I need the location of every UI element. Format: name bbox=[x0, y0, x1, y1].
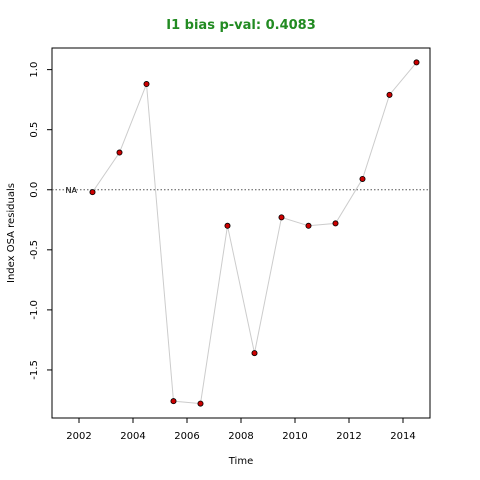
data-point-12 bbox=[413, 59, 420, 66]
data-point-5 bbox=[224, 222, 231, 229]
y-tick-label-4: 0.5 bbox=[29, 122, 40, 138]
data-point-3 bbox=[170, 398, 177, 405]
y-tick-label-5: 1.0 bbox=[29, 62, 40, 78]
y-tick-label-1: -1.0 bbox=[29, 300, 40, 320]
data-point-9 bbox=[332, 220, 339, 227]
y-tick-label-3: 0.0 bbox=[29, 182, 40, 198]
x-tick-label-0: 2002 bbox=[66, 431, 91, 442]
x-tick-label-6: 2014 bbox=[390, 431, 415, 442]
data-point-4 bbox=[197, 400, 204, 407]
x-axis-label: Time bbox=[228, 456, 253, 467]
x-tick-label-5: 2012 bbox=[336, 431, 361, 442]
x-tick-label-4: 2010 bbox=[282, 431, 307, 442]
y-tick-label-0: -1.5 bbox=[29, 360, 40, 380]
y-axis-label: Index OSA residuals bbox=[6, 183, 17, 283]
data-point-10 bbox=[359, 175, 366, 182]
chart-title: I1 bias p-val: 0.4083 bbox=[166, 18, 316, 33]
data-point-8 bbox=[305, 222, 312, 229]
data-point-6 bbox=[251, 350, 258, 357]
data-point-11 bbox=[386, 91, 393, 98]
x-tick-label-2: 2006 bbox=[174, 431, 199, 442]
x-tick-label-3: 2008 bbox=[228, 431, 253, 442]
na-annotation: NA bbox=[66, 186, 78, 195]
y-tick-label-2: -0.5 bbox=[29, 240, 40, 260]
data-point-2 bbox=[143, 81, 150, 88]
data-point-0 bbox=[89, 189, 96, 196]
data-point-7 bbox=[278, 214, 285, 221]
data-point-1 bbox=[116, 149, 123, 156]
plot-area: 2002 2004 2006 2008 2010 2012 2014 -1.5 -1.0 -0.5… bbox=[29, 47, 431, 442]
x-tick-label-1: 2004 bbox=[120, 431, 145, 442]
